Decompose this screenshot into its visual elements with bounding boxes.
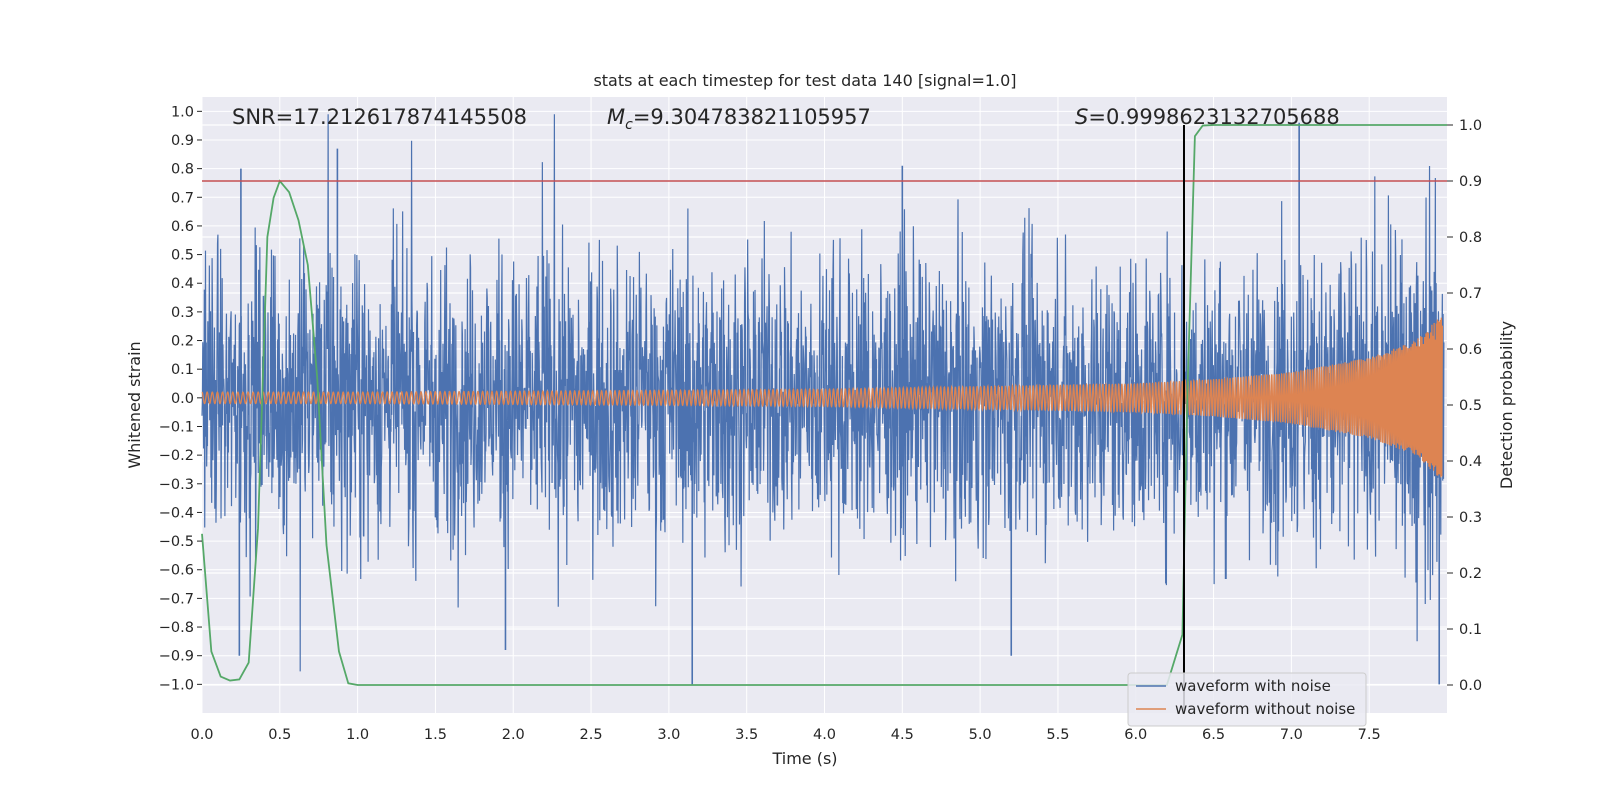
y-tick-label: 1.0 bbox=[171, 104, 194, 120]
x-tick-label: 0.5 bbox=[268, 727, 291, 743]
y2-tick-label: 0.7 bbox=[1459, 286, 1482, 302]
x-tick-label: 6.0 bbox=[1124, 727, 1147, 743]
series-detection-probability bbox=[201, 124, 1447, 686]
y2-tick-label: 0.0 bbox=[1459, 678, 1482, 694]
y2-tick-label: 0.4 bbox=[1459, 454, 1482, 470]
score-symbol: S bbox=[1075, 105, 1088, 129]
chirp-mass-value: =9.304783821105957 bbox=[633, 105, 871, 129]
y-tick-label: 0.6 bbox=[171, 219, 194, 235]
y-tick-label: −1.0 bbox=[159, 677, 194, 693]
y2-tick-label: 0.8 bbox=[1459, 230, 1482, 246]
y-tick-label: −0.2 bbox=[159, 448, 194, 464]
x-tick-label: 5.5 bbox=[1046, 727, 1069, 743]
y-tick-label: −0.1 bbox=[159, 419, 194, 435]
y-tick-label: −0.7 bbox=[159, 591, 194, 607]
y2-tick-label: 0.1 bbox=[1459, 622, 1482, 638]
x-tick-label: 4.5 bbox=[891, 727, 914, 743]
legend-box bbox=[1127, 672, 1367, 727]
legend-label-clean: waveform without noise bbox=[1175, 700, 1355, 718]
y2-tick-label: 0.5 bbox=[1459, 398, 1482, 414]
chirp-mass-subscript: c bbox=[625, 117, 633, 133]
x-tick-label: 2.0 bbox=[502, 727, 525, 743]
x-tick-label: 4.0 bbox=[813, 727, 836, 743]
y-tick-label: 0.8 bbox=[171, 162, 194, 178]
y-tick-label: −0.8 bbox=[159, 620, 194, 636]
x-tick-label: 7.0 bbox=[1280, 727, 1303, 743]
y-tick-label: 0.7 bbox=[171, 190, 194, 206]
y-tick-label: 0.5 bbox=[171, 248, 194, 264]
y-tick-label: 0.0 bbox=[171, 391, 194, 407]
y-axis-label: Whitened strain bbox=[125, 341, 144, 468]
x-tick-label: 5.0 bbox=[969, 727, 992, 743]
x-tick-label: 1.5 bbox=[424, 727, 447, 743]
score-annotation: S=0.9998623132705688 bbox=[1075, 105, 1340, 129]
score-value: =0.9998623132705688 bbox=[1088, 105, 1339, 129]
y2-tick-label: 0.2 bbox=[1459, 566, 1482, 582]
legend-label-noise: waveform with noise bbox=[1175, 677, 1331, 695]
chirp-mass-symbol: M bbox=[607, 105, 625, 129]
y-tick-label: 0.2 bbox=[171, 334, 194, 350]
x-tick-label: 2.5 bbox=[580, 727, 603, 743]
y-tick-label: 0.4 bbox=[171, 276, 194, 292]
x-tick-label: 0.0 bbox=[190, 727, 213, 743]
y-tick-label: −0.6 bbox=[159, 563, 194, 579]
y2-tick-label: 0.6 bbox=[1459, 342, 1482, 358]
x-tick-label: 7.5 bbox=[1358, 727, 1381, 743]
x-axis-label: Time (s) bbox=[771, 749, 837, 768]
y-tick-label: 0.1 bbox=[171, 362, 194, 378]
x-tick-label: 6.5 bbox=[1202, 727, 1225, 743]
probability-line bbox=[201, 124, 1447, 686]
y2-axis-label: Detection probability bbox=[1497, 321, 1516, 489]
x-tick-labels: 0.0 0.5 1.0 1.5 2.0 2.5 3.0 3.5 4.0 4.5 5.0 5.5 6.0 6… bbox=[190, 727, 1380, 743]
y-tick-labels: 1.0 0.9 0.8 0.7 0.6 0.5 0.4 0.3 0.2 0.1 0.0 −0.1 −0.… bbox=[159, 104, 202, 693]
y-tick-label: −0.5 bbox=[159, 534, 194, 550]
chirp-mass-annotation: Mc=9.304783821105957 bbox=[607, 105, 871, 133]
chart-title: stats at each timestep for test data 140… bbox=[593, 71, 1016, 90]
y-tick-label: −0.9 bbox=[159, 649, 194, 665]
series-waveform-without-noise bbox=[201, 317, 1443, 478]
y2-tick-label: 0.9 bbox=[1459, 174, 1482, 190]
y2-tick-label: 1.0 bbox=[1459, 118, 1482, 134]
x-tick-label: 3.5 bbox=[735, 727, 758, 743]
reference-lines bbox=[202, 125, 1447, 713]
y-tick-label: 0.3 bbox=[171, 305, 194, 321]
y-tick-label: 0.9 bbox=[171, 133, 194, 149]
y2-tick-labels: 1.0 0.9 0.8 0.7 0.6 0.5 0.4 0.3 0.2 0.1 0.0 bbox=[1447, 118, 1482, 694]
y-tick-label: −0.3 bbox=[159, 477, 194, 493]
y-tick-label: −0.4 bbox=[159, 505, 194, 521]
y2-tick-label: 0.3 bbox=[1459, 510, 1482, 526]
snr-annotation: SNR=17.212617874145508 bbox=[232, 105, 527, 129]
legend: waveform with noise waveform without noi… bbox=[1127, 672, 1367, 727]
x-tick-label: 1.0 bbox=[346, 727, 369, 743]
x-tick-label: 3.0 bbox=[657, 727, 680, 743]
clean-line bbox=[201, 317, 1443, 478]
